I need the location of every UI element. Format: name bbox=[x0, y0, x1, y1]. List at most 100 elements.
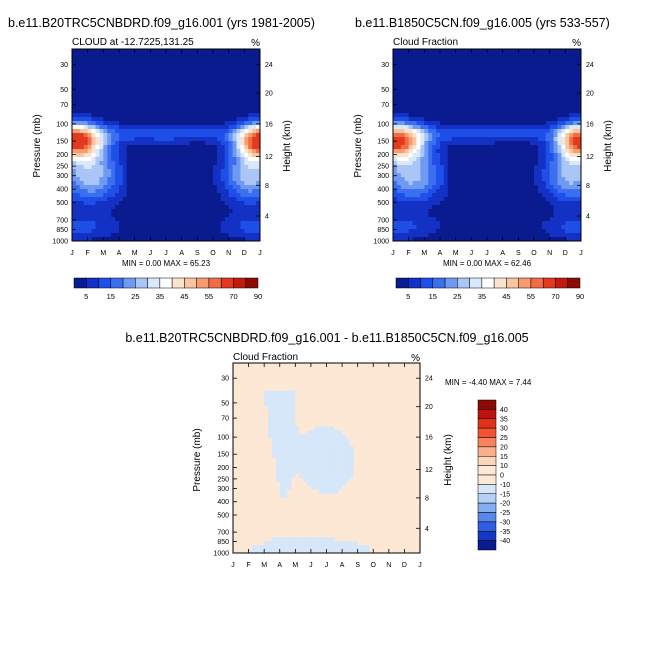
contour-cell bbox=[530, 145, 535, 150]
contour-cell bbox=[162, 113, 167, 118]
contour-cell bbox=[522, 225, 527, 230]
contour-cell bbox=[220, 133, 226, 138]
contour-cell bbox=[447, 49, 453, 54]
contour-cell bbox=[142, 209, 148, 214]
contour-cell bbox=[146, 185, 151, 190]
panel-3-contour-fill bbox=[233, 363, 420, 553]
contour-cell bbox=[459, 81, 465, 86]
contour-cell bbox=[197, 193, 202, 198]
contour-cell bbox=[205, 149, 210, 154]
contour-cell bbox=[138, 133, 144, 138]
contour-cell bbox=[569, 233, 574, 238]
contour-cell bbox=[201, 189, 206, 194]
contour-cell bbox=[197, 161, 202, 166]
contour-cell bbox=[205, 81, 210, 86]
contour-cell bbox=[181, 205, 187, 210]
contour-cell bbox=[240, 65, 245, 70]
contour-cell bbox=[565, 57, 570, 62]
contour-cell bbox=[240, 233, 245, 238]
contour-cell bbox=[471, 85, 476, 90]
contour-cell bbox=[158, 69, 163, 74]
contour-cell bbox=[455, 61, 461, 66]
contour-cell bbox=[396, 177, 402, 182]
contour-cell bbox=[201, 229, 206, 234]
contour-cell bbox=[173, 129, 179, 134]
contour-cell bbox=[177, 177, 183, 182]
contour-cell bbox=[83, 213, 89, 218]
contour-cell bbox=[197, 213, 202, 218]
contour-cell bbox=[154, 189, 159, 194]
contour-cell bbox=[146, 169, 151, 174]
colorbar-swatch bbox=[420, 277, 434, 289]
contour-cell bbox=[115, 73, 120, 78]
contour-cell bbox=[154, 217, 159, 222]
contour-cell bbox=[173, 229, 179, 234]
contour-cell bbox=[111, 217, 116, 222]
contour-cell bbox=[459, 189, 465, 194]
contour-cell bbox=[400, 105, 406, 110]
contour-cell bbox=[169, 49, 175, 54]
contour-cell bbox=[216, 133, 222, 138]
contour-cell bbox=[526, 149, 531, 154]
contour-cell bbox=[126, 105, 132, 110]
contour-cell bbox=[236, 93, 242, 98]
contour-cell bbox=[189, 105, 195, 110]
contour-cell bbox=[209, 137, 214, 142]
contour-cell bbox=[565, 185, 570, 190]
contour-cell bbox=[119, 117, 124, 122]
contour-cell bbox=[224, 121, 230, 126]
contour-cell bbox=[393, 89, 398, 94]
contour-cell bbox=[244, 205, 249, 210]
contour-cell bbox=[181, 185, 187, 190]
contour-cell bbox=[447, 153, 453, 158]
contour-cell bbox=[416, 181, 422, 186]
contour-cell bbox=[181, 229, 187, 234]
contour-cell bbox=[256, 93, 260, 98]
contour-cell bbox=[232, 125, 238, 130]
contour-cell bbox=[530, 121, 535, 126]
contour-cell bbox=[534, 125, 539, 130]
y-tick-label: 30 bbox=[381, 62, 389, 69]
contour-cell bbox=[72, 161, 77, 166]
y-tick-label: 300 bbox=[56, 173, 68, 180]
contour-cell bbox=[451, 105, 457, 110]
contour-cell bbox=[193, 73, 198, 78]
contour-cell bbox=[181, 113, 187, 118]
contour-cell bbox=[189, 65, 195, 70]
contour-cell bbox=[537, 77, 543, 82]
contour-cell bbox=[506, 117, 512, 122]
contour-cell bbox=[224, 77, 230, 82]
contour-cell bbox=[72, 141, 77, 146]
contour-cell bbox=[107, 229, 112, 234]
contour-cell bbox=[549, 173, 555, 178]
contour-cell bbox=[420, 157, 425, 162]
contour-cell bbox=[522, 97, 527, 102]
contour-cell bbox=[447, 89, 453, 94]
contour-cell bbox=[111, 69, 116, 74]
contour-cell bbox=[205, 113, 210, 118]
contour-cell bbox=[553, 125, 559, 130]
y-tick-label: 100 bbox=[56, 121, 68, 128]
contour-cell bbox=[256, 49, 260, 54]
contour-cell bbox=[79, 181, 85, 186]
contour-cell bbox=[248, 229, 253, 234]
contour-cell bbox=[154, 69, 159, 74]
contour-cell bbox=[216, 65, 222, 70]
contour-cell bbox=[87, 233, 93, 238]
contour-cell bbox=[526, 53, 531, 58]
contour-cell bbox=[553, 161, 559, 166]
contour-cell bbox=[130, 169, 136, 174]
contour-cell bbox=[162, 61, 167, 66]
contour-cell bbox=[162, 193, 167, 198]
contour-cell bbox=[483, 197, 488, 202]
contour-cell bbox=[130, 105, 136, 110]
contour-cell bbox=[510, 165, 516, 170]
contour-cell bbox=[95, 61, 101, 66]
contour-cell bbox=[72, 189, 77, 194]
contour-cell bbox=[545, 225, 551, 230]
contour-cell bbox=[420, 201, 425, 206]
contour-cell bbox=[236, 422, 242, 427]
contour-cell bbox=[443, 165, 449, 170]
contour-cell bbox=[483, 117, 488, 122]
contour-cell bbox=[142, 89, 148, 94]
